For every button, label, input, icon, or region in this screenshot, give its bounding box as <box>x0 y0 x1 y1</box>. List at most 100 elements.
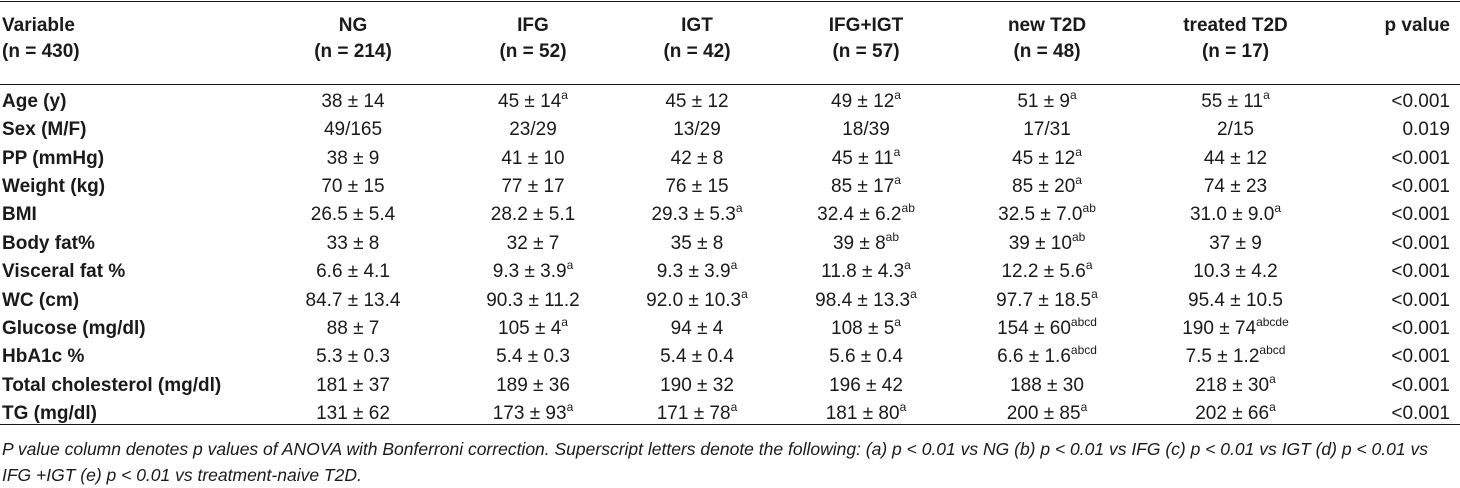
cell-superscript: abcd <box>1259 343 1286 358</box>
cell-value: 2/15 <box>1217 119 1254 141</box>
cell-value: 70 ± 15 <box>321 175 385 197</box>
cell-superscript: abcde <box>1256 314 1289 329</box>
table-bottom-rule <box>0 424 1460 425</box>
cell-value: 173 ± 93 <box>492 403 567 425</box>
table-cell: 13/29 <box>618 116 776 144</box>
cell-superscript: a <box>894 314 901 329</box>
cell-value: 154 ± 60 <box>997 317 1071 339</box>
table-cell: 44 ± 12 <box>1138 144 1333 172</box>
cell-value: 49/165 <box>323 119 383 141</box>
p-value-cell: <0.001 <box>1391 403 1450 425</box>
table-cell: 70 ± 15 <box>258 173 448 201</box>
row-label: Visceral fat % <box>2 261 126 283</box>
table-cell: 74 ± 23 <box>1138 173 1333 201</box>
table-cell: 33 ± 8 <box>258 230 448 258</box>
p-value-cell: <0.001 <box>1391 317 1450 339</box>
cell-superscript: a <box>910 286 917 301</box>
table-cell: 108 ± 5a <box>776 315 956 343</box>
cell-superscript: abcd <box>1070 314 1097 329</box>
table-cell: 94 ± 4 <box>618 315 776 343</box>
table-cell: 90.3 ± 11.2 <box>448 286 618 314</box>
cell-superscript: ab <box>901 201 915 216</box>
cell-value: 39 ± 8 <box>832 232 886 254</box>
cell-value: 45 ± 11 <box>831 147 894 169</box>
table-cell: 17/31 <box>956 116 1138 144</box>
cell-value: 200 ± 85 <box>1006 403 1081 425</box>
table-cell: 190 ± 32 <box>618 372 776 400</box>
table-cell: 45 ± 14a <box>448 84 618 116</box>
table-cell: 23/29 <box>448 116 618 144</box>
p-value-cell: <0.001 <box>1391 261 1450 283</box>
cell-value: 6.6 ± 4.1 <box>316 261 390 283</box>
table-cell: 9.3 ± 3.9a <box>618 258 776 286</box>
table-cell: 51 ± 9a <box>956 84 1138 116</box>
p-value-cell: <0.001 <box>1391 204 1450 226</box>
cell-value: 218 ± 30 <box>1195 374 1270 396</box>
cell-value: 33 ± 8 <box>326 232 380 254</box>
cell-value: 181 ± 80 <box>825 403 900 425</box>
cell-superscript: a <box>1274 201 1282 216</box>
cell-superscript: a <box>561 88 568 102</box>
cell-value: 97.7 ± 18.5 <box>996 289 1092 311</box>
cell-value: 38 ± 14 <box>321 91 385 112</box>
column-header-title: Variable <box>2 15 75 36</box>
table-cell: 77 ± 17 <box>448 173 618 201</box>
cell-value: 94 ± 4 <box>670 317 724 339</box>
cell-value: 35 ± 8 <box>670 232 724 254</box>
table-row: TG (mg/dl) 131 ± 62 173 ± 93a 171 ± 78a 181 … <box>0 400 1460 428</box>
cell-superscript: abcd <box>1070 343 1097 358</box>
column-header-count: (n = 430) <box>2 41 80 62</box>
table-cell: 171 ± 78a <box>618 400 776 428</box>
table-cell: 85 ± 17a <box>776 173 956 201</box>
table-cell: 9.3 ± 3.9a <box>448 258 618 286</box>
table-cell: 98.4 ± 13.3a <box>776 286 956 314</box>
table-cell: 95.4 ± 10.5 <box>1138 286 1333 314</box>
cell-value: 39 ± 10 <box>1008 232 1072 254</box>
column-header: IGT (n = 42) <box>618 0 776 84</box>
cell-value: 202 ± 66 <box>1195 403 1270 425</box>
table-row: Body fat% 33 ± 8 32 ± 7 35 ± 8 39 ± 8ab 39 ± … <box>0 230 1460 258</box>
cell-superscript: a <box>561 314 568 329</box>
cell-value: 5.6 ± 0.4 <box>829 346 903 368</box>
table-cell: 105 ± 4a <box>448 315 618 343</box>
row-label: WC (cm) <box>2 289 80 311</box>
cell-value: 10.3 ± 4.2 <box>1193 261 1278 283</box>
table-row: Total cholesterol (mg/dl) 181 ± 37 189 ± 3… <box>0 372 1460 400</box>
cell-superscript: a <box>893 144 901 159</box>
cell-superscript: a <box>904 258 911 273</box>
cell-superscript: a <box>566 258 574 273</box>
table-cell: 6.6 ± 1.6abcd <box>956 343 1138 371</box>
table-cell: 7.5 ± 1.2abcd <box>1138 343 1333 371</box>
cell-value: 74 ± 23 <box>1203 175 1268 197</box>
table-cell: 39 ± 8ab <box>776 230 956 258</box>
cell-value: 55 ± 11 <box>1201 91 1264 112</box>
row-label: HbA1c % <box>2 346 85 368</box>
table-row: Sex (M/F) 49/165 23/29 13/29 18/39 17/31 2/15 0… <box>0 116 1460 144</box>
cell-value: 9.3 ± 3.9 <box>492 261 567 283</box>
column-header: IFG+IGT (n = 57) <box>776 0 956 84</box>
table-cell: 38 ± 14 <box>258 84 448 116</box>
table-cell: 196 ± 42 <box>776 372 956 400</box>
column-header-title: NG <box>338 15 368 36</box>
cell-superscript: a <box>1075 144 1082 159</box>
table-cell: 181 ± 37 <box>258 372 448 400</box>
cell-value: 188 ± 30 <box>1010 374 1084 396</box>
table-cell: 42 ± 8 <box>618 144 776 172</box>
table-row: Visceral fat % 6.6 ± 4.1 9.3 ± 3.9a 9.3 ± 3… <box>0 258 1460 286</box>
header-row: Variable (n = 430) NG (n = 214) IFG (n = 52) I… <box>0 0 1460 84</box>
cell-value: 181 ± 37 <box>316 374 390 396</box>
cell-value: 44 ± 12 <box>1203 147 1268 169</box>
cell-value: 29.3 ± 5.3 <box>651 204 736 226</box>
table-row: PP (mmHg) 38 ± 9 41 ± 10 42 ± 8 45 ± 11a 45 ±… <box>0 144 1460 172</box>
cell-superscript: a <box>730 400 738 415</box>
cell-value: 17/31 <box>1023 119 1071 141</box>
cell-value: 77 ± 17 <box>501 175 565 197</box>
column-header-title: p value <box>1384 15 1450 36</box>
cell-value: 23/29 <box>509 119 557 141</box>
table-cell: 5.6 ± 0.4 <box>776 343 956 371</box>
row-label: Total cholesterol (mg/dl) <box>2 374 222 396</box>
cell-value: 32 ± 7 <box>506 232 560 254</box>
cell-superscript: a <box>894 88 901 102</box>
cell-superscript: a <box>741 286 748 301</box>
row-label: Sex (M/F) <box>2 119 87 141</box>
